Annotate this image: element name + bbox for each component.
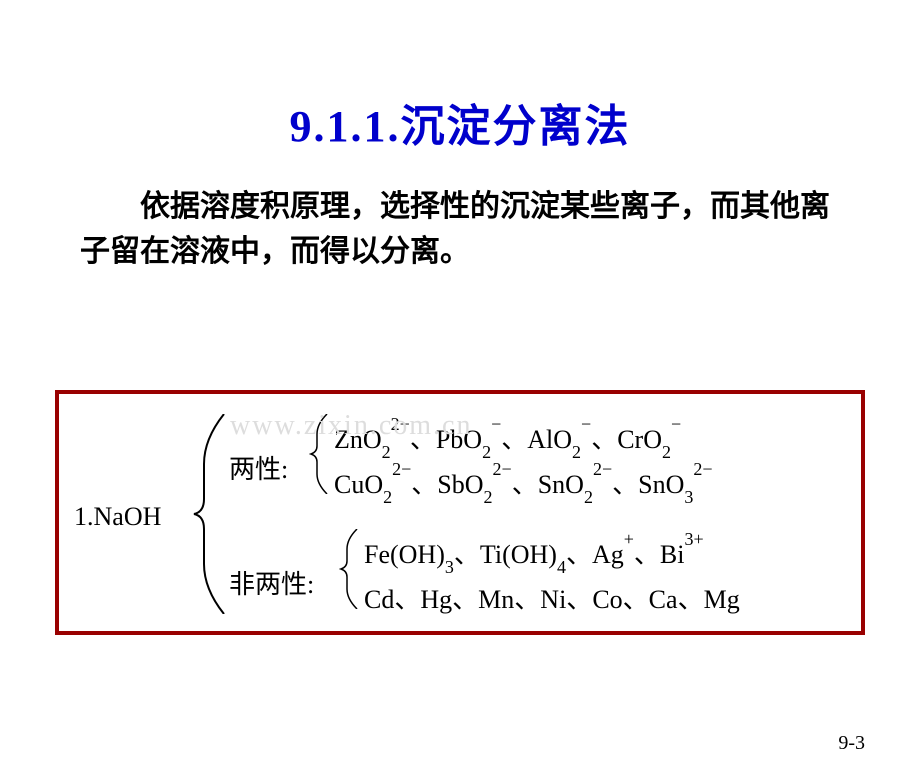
watermark-text: www.zixin.com.cn <box>230 410 472 442</box>
slide-description: 依据溶度积原理，选择性的沉淀某些离子，而其他离子留在溶液中，而得以分离。 <box>80 184 850 274</box>
slide-title: 9.1.1.沉淀分离法 <box>0 90 920 154</box>
nonamphoteric-line1: Fe(OH)3、Ti(OH)4、Ag+、Bi3+ <box>364 534 704 574</box>
small-bracket-2-icon <box>339 529 359 609</box>
naoh-label: 1.NaOH <box>74 502 161 532</box>
amphoteric-label: 两性: <box>229 449 288 486</box>
page-number: 9-3 <box>838 732 865 755</box>
large-bracket-icon <box>189 414 229 614</box>
amphoteric-line2: CuO22−、SbO22−、SnO22−、SnO32− <box>334 464 713 504</box>
nonamphoteric-label: 非两性: <box>229 564 314 601</box>
nonamphoteric-line2: Cd、Hg、Mn、Ni、Co、Ca、Mg <box>364 579 740 616</box>
